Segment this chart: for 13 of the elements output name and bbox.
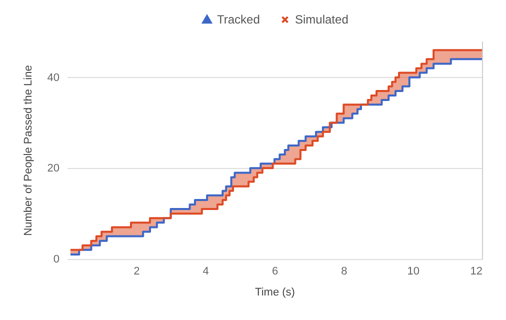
y-tick-label: 40 xyxy=(47,72,60,84)
x-tick-label: 2 xyxy=(134,266,140,278)
y-tick-label: 20 xyxy=(47,162,60,175)
x-tick-label: 8 xyxy=(341,266,348,278)
x-tick-label: 12 xyxy=(470,266,482,278)
y-tick-label: 0 xyxy=(53,254,60,266)
x-tick-label: 4 xyxy=(202,266,209,278)
x-tick-label: 10 xyxy=(407,266,420,278)
y-axis-title: Number of People Passed the Line xyxy=(22,65,34,236)
x-tick-label: 6 xyxy=(272,266,278,278)
legend-label: Simulated xyxy=(295,12,348,27)
x-axis-title: Time (s) xyxy=(255,286,295,298)
legend-label: Tracked xyxy=(217,12,260,26)
